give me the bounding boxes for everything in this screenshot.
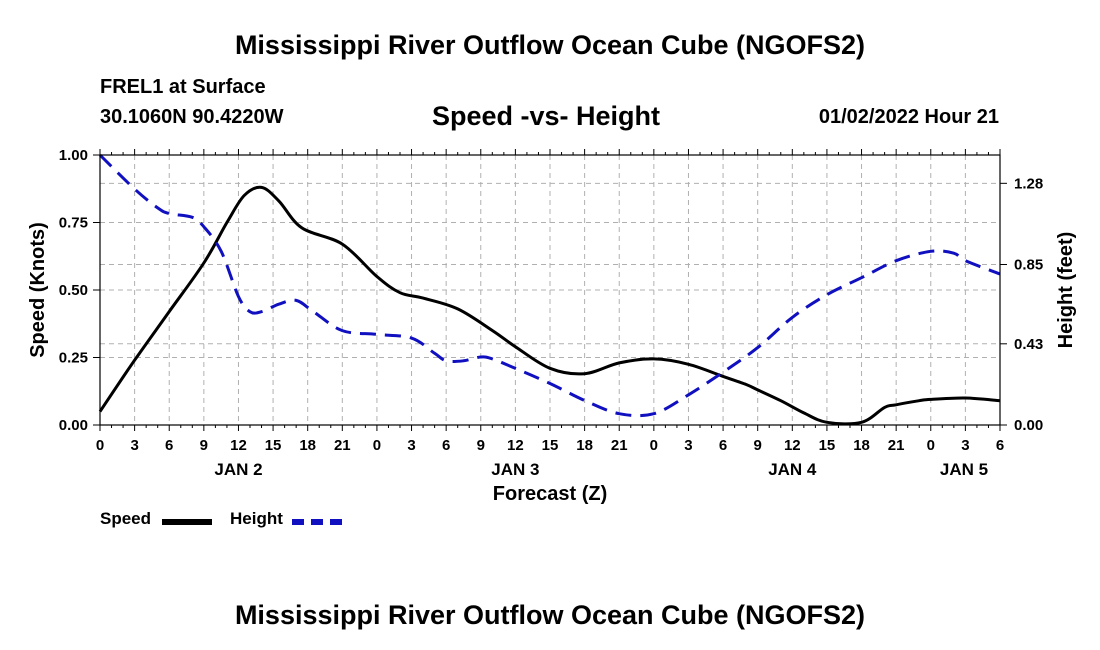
legend-speed-label: Speed xyxy=(100,509,152,528)
x-tick-label: 3 xyxy=(130,437,138,454)
y-tick-label: 0.00 xyxy=(59,417,88,434)
x-tick-label: 21 xyxy=(334,437,351,454)
x-tick-label: 18 xyxy=(853,437,870,454)
forecast-datetime: 01/02/2022 Hour 21 xyxy=(818,106,999,128)
chart-title: Speed -vs- Height xyxy=(432,101,661,131)
x-tick-label: 9 xyxy=(754,437,762,454)
y-tick-label: 0.50 xyxy=(59,282,88,299)
x-tick-label: 6 xyxy=(165,437,173,454)
x-tick-label: 21 xyxy=(888,437,905,454)
x-tick-label: 0 xyxy=(96,437,104,454)
x-tick-label: 15 xyxy=(819,437,836,454)
height-series-line xyxy=(98,153,1001,418)
x-date-label: JAN 4 xyxy=(768,460,817,479)
y-tick-label: 0.75 xyxy=(59,215,88,232)
axes: 0 3 6 9 12 15 18 21 0 3 6 9 12 15 18 21 0 3 6 9 12 15 18 21 0 3 6J… xyxy=(59,147,1043,479)
y-axis-label: Speed (Knots) xyxy=(27,222,49,358)
x-tick-label: 12 xyxy=(230,437,247,454)
y2-tick-label: 1.28 xyxy=(1014,175,1043,192)
y-tick-label: 0.25 xyxy=(59,350,88,367)
y2-axis-label: Height (feet) xyxy=(1055,232,1077,349)
x-tick-label: 21 xyxy=(611,437,628,454)
series xyxy=(98,153,1001,426)
x-tick-label: 6 xyxy=(996,437,1004,454)
y-tick-label: 1.00 xyxy=(59,147,88,164)
x-tick-label: 0 xyxy=(373,437,381,454)
x-date-label: JAN 3 xyxy=(491,460,539,479)
x-tick-label: 12 xyxy=(784,437,801,454)
x-tick-label: 15 xyxy=(265,437,282,454)
x-tick-label: 15 xyxy=(542,437,559,454)
x-tick-label: 6 xyxy=(719,437,727,454)
x-date-label: JAN 5 xyxy=(940,460,988,479)
x-tick-label: 6 xyxy=(442,437,450,454)
x-axis-label: Forecast (Z) xyxy=(493,483,607,505)
x-tick-label: 0 xyxy=(650,437,658,454)
grid xyxy=(100,155,1000,425)
x-tick-label: 9 xyxy=(200,437,208,454)
coordinates-label: 30.1060N 90.4220W xyxy=(100,106,284,128)
y2-tick-label: 0.00 xyxy=(1014,417,1043,434)
x-tick-label: 3 xyxy=(684,437,692,454)
x-tick-label: 3 xyxy=(961,437,969,454)
legend-height-swatch xyxy=(292,519,342,525)
legend-speed-swatch xyxy=(162,519,212,525)
x-date-label: JAN 2 xyxy=(214,460,262,479)
station-label: FREL1 at Surface xyxy=(100,76,266,98)
x-tick-label: 0 xyxy=(927,437,935,454)
x-tick-label: 3 xyxy=(407,437,415,454)
y2-tick-label: 0.43 xyxy=(1014,336,1043,353)
x-tick-label: 12 xyxy=(507,437,524,454)
x-tick-label: 18 xyxy=(299,437,316,454)
footer-title: Mississippi River Outflow Ocean Cube (NG… xyxy=(234,600,866,630)
speed-series-line xyxy=(98,185,1001,426)
page-title: Mississippi River Outflow Ocean Cube (NG… xyxy=(234,30,866,60)
legend-height-label: Height xyxy=(230,509,283,528)
y2-tick-label: 0.85 xyxy=(1014,257,1043,274)
x-tick-label: 18 xyxy=(576,437,593,454)
x-tick-label: 9 xyxy=(477,437,485,454)
